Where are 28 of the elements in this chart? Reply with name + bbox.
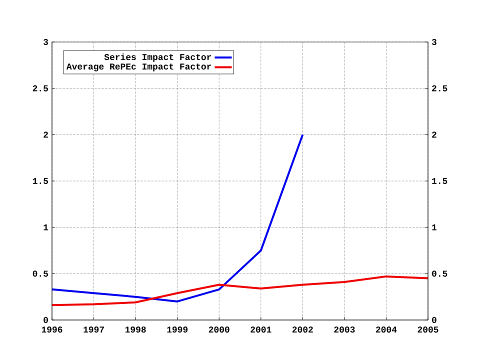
- y-tick-label: 1: [44, 224, 48, 230]
- x-tick-label: 1997: [84, 326, 104, 333]
- y-tick-label: 2: [44, 132, 48, 138]
- line-series: [52, 275, 428, 306]
- legend-label: Series Impact Factor: [104, 54, 212, 62]
- x-tick-label: 2004: [376, 326, 397, 333]
- y-tick-label: 0: [44, 316, 48, 324]
- y2-tick-label: 1.5: [432, 178, 448, 184]
- x-tick-label: 1998: [125, 326, 146, 333]
- x-tick-label: 2000: [208, 326, 230, 333]
- y-tick-label: 1.5: [32, 178, 48, 184]
- line-series: [52, 134, 304, 302]
- y2-tick-label: 0.5: [432, 270, 448, 277]
- y-tick-label: 2.5: [32, 85, 48, 92]
- x-tick-label: 2003: [334, 326, 355, 333]
- x-tick-label: 1999: [167, 326, 188, 333]
- y2-tick-label: 2.5: [432, 85, 448, 92]
- y2-tick-label: 3: [432, 38, 436, 46]
- y2-tick-label: 1: [432, 224, 437, 230]
- legend-label: Average RePEc Impact Factor: [66, 64, 212, 72]
- x-tick-label: 2002: [292, 326, 313, 333]
- y-tick-label: 0.5: [32, 270, 48, 277]
- x-tick-label: 2005: [418, 326, 438, 333]
- y2-tick-label: 2: [432, 132, 436, 138]
- x-tick-label: 2001: [250, 326, 272, 333]
- y2-tick-label: 0: [432, 316, 436, 324]
- y-tick-label: 3: [44, 38, 48, 46]
- x-tick-label: 1996: [42, 326, 62, 333]
